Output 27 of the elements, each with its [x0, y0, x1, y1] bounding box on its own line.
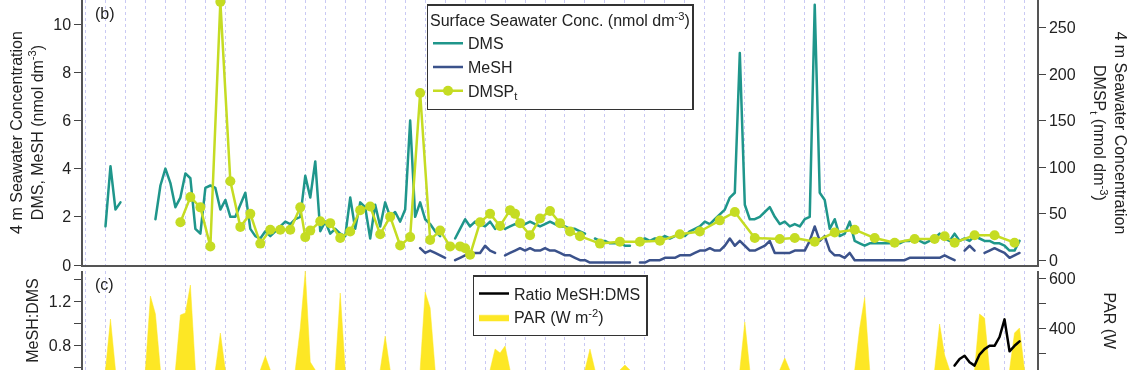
legend-label: Ratio MeSH:DMS [514, 285, 641, 303]
legend-label: MeSH [468, 59, 513, 77]
y2-tick-label: 600 [1048, 269, 1076, 287]
annotation: (c) [95, 276, 114, 293]
legend-label: DMSP$_{t}$ [468, 83, 519, 103]
y2-tick-label: 0 [1048, 251, 1058, 269]
y-tick-label: 8 [62, 63, 72, 81]
y2-tick-label: 400 [1048, 319, 1076, 337]
y-axis-title: MeSH:DMS [24, 278, 42, 363]
y2-axis-title: PAR (W [1100, 292, 1118, 350]
y-tick-label: 4 [62, 160, 72, 178]
legend-label: PAR (W m$^{-2}$) [514, 306, 604, 327]
legend-title: Surface Seawater Conc. (nmol dm$^{-3}$) [430, 9, 690, 30]
line-series [953, 318, 1021, 367]
y-tick-label: 2 [62, 208, 72, 226]
y2-tick-label: 150 [1048, 112, 1076, 130]
legend-label: DMS [468, 35, 504, 53]
y-tick-label: 6 [62, 112, 72, 130]
y2-tick-label: 50 [1048, 205, 1067, 223]
y-tick-label: 0.8 [48, 337, 72, 355]
y-tick-label: 10 [53, 15, 72, 33]
annotation: (b) [95, 5, 115, 22]
y2-tick-label: 200 [1048, 65, 1076, 83]
y-tick-label: 0 [62, 256, 72, 274]
y2-tick-label: 100 [1048, 158, 1076, 176]
y-tick-label: 1.2 [48, 293, 72, 311]
y2-tick-label: 250 [1048, 19, 1076, 37]
